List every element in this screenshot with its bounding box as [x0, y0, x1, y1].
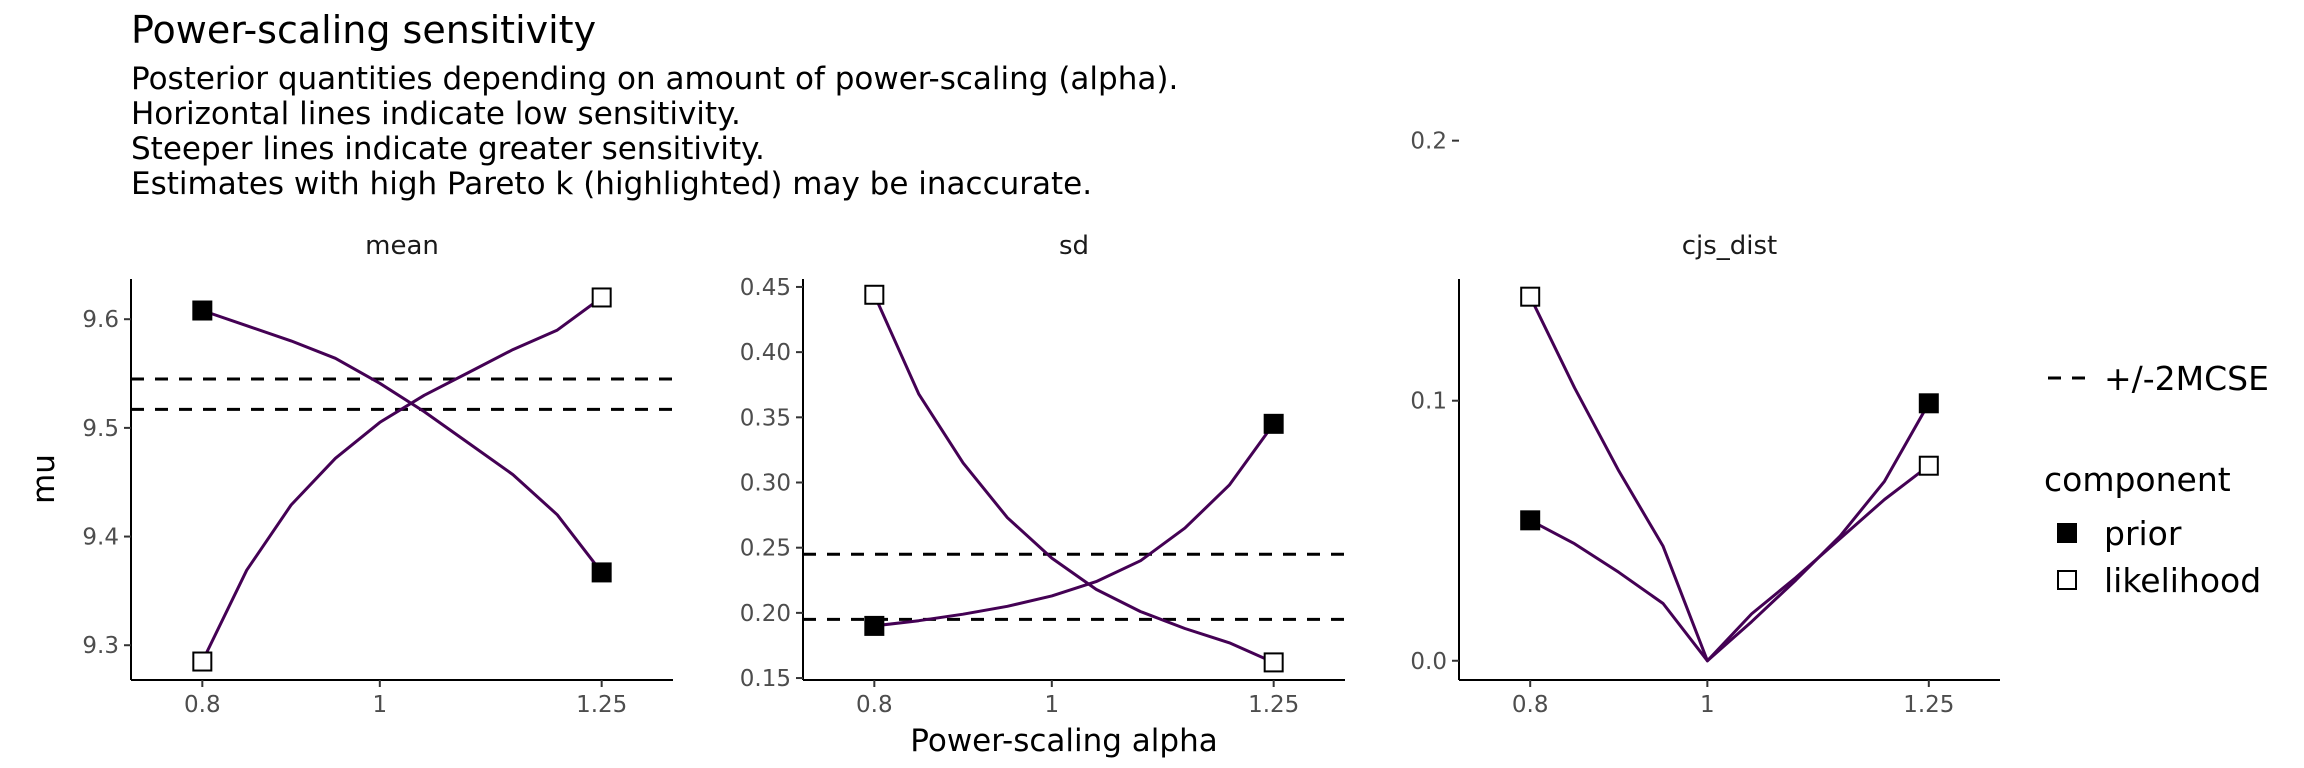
x-tick-label: 1	[1044, 692, 1059, 718]
marker-likelihood	[1918, 455, 1939, 476]
y-tick-label: 0.1	[1410, 389, 1447, 415]
y-tick-label: 9.3	[82, 633, 119, 659]
subtitle-line: Estimates with high Pareto k (highlighte…	[131, 166, 1093, 202]
marker-likelihood	[192, 651, 213, 672]
chart-subtitle: Posterior quantities depending on amount…	[131, 62, 1178, 202]
y-tick-label: 0.45	[740, 275, 791, 301]
legend-likelihood-swatch	[2057, 570, 2077, 590]
y-tick-label: 0.25	[740, 536, 791, 562]
legend-prior-label: prior	[2104, 514, 2182, 553]
x-tick-label: 0.8	[1512, 692, 1549, 718]
marker-likelihood	[1263, 652, 1284, 673]
panel-cjs_dist: cjs_dist 0.0 0.1 0.2 0.8 1 1.25	[1410, 129, 2000, 718]
chart-title: Power-scaling sensitivity	[131, 8, 597, 52]
panel-title: sd	[1059, 231, 1089, 261]
marker-prior	[1918, 393, 1939, 414]
x-axis-label: Power-scaling alpha	[910, 723, 1217, 759]
y-tick-label: 0.30	[740, 470, 791, 496]
subtitle-line: Horizontal lines indicate low sensitivit…	[131, 96, 741, 132]
x-tick-label: 1.25	[576, 692, 627, 718]
x-tick-label: 1.25	[1903, 692, 1954, 718]
series-line-likelihood	[1528, 296, 1930, 663]
panel-title: mean	[365, 231, 439, 261]
legend: +/-2MCSE component prior likelihood	[2044, 359, 2269, 600]
x-tick-label: 0.8	[184, 692, 221, 718]
y-tick-label: 0.40	[740, 340, 791, 366]
x-tick-label: 1	[1700, 692, 1715, 718]
marker-prior	[591, 562, 612, 583]
x-tick-label: 0.8	[856, 692, 893, 718]
marker-likelihood	[864, 284, 885, 305]
panel-mean: mean 9.3 9.4 9.5 9.6 0.8 1 1.25	[82, 231, 673, 718]
legend-prior-swatch	[2057, 523, 2077, 543]
y-tick-label: 0.15	[740, 666, 791, 692]
y-tick-label: 9.4	[82, 525, 119, 551]
legend-mcse-label: +/-2MCSE	[2104, 359, 2269, 398]
y-tick-label: 9.6	[82, 307, 119, 333]
series-line-likelihood	[872, 294, 1275, 664]
x-tick-label: 1.25	[1248, 692, 1299, 718]
series-line-prior	[1529, 402, 1931, 663]
marker-prior	[1520, 510, 1541, 531]
subtitle-line: Steeper lines indicate greater sensitivi…	[131, 131, 765, 167]
panel-title: cjs_dist	[1682, 231, 1778, 261]
panel-sd: sd 0.15 0.20 0.25 0.30 0.35 0.40 0.45 0.8 1 1.25	[740, 231, 1345, 718]
marker-prior	[1263, 413, 1284, 434]
y-tick-label: 0.2	[1410, 129, 1447, 155]
marker-prior	[864, 615, 885, 636]
y-tick-label: 9.5	[82, 416, 119, 442]
marker-prior	[192, 300, 213, 321]
legend-component-title: component	[2044, 460, 2231, 499]
y-axis-label: mu	[26, 454, 62, 504]
y-tick-label: 0.0	[1410, 649, 1447, 675]
y-tick-label: 0.20	[740, 601, 791, 627]
legend-likelihood-label: likelihood	[2104, 561, 2261, 600]
subtitle-line: Posterior quantities depending on amount…	[131, 61, 1179, 97]
series-line-prior	[201, 309, 603, 574]
y-tick-label: 0.35	[740, 405, 791, 431]
marker-likelihood	[591, 287, 612, 308]
series-line-prior	[874, 422, 1275, 628]
marker-likelihood	[1520, 286, 1541, 307]
series-line-likelihood	[200, 296, 603, 663]
x-tick-label: 1	[372, 692, 387, 718]
